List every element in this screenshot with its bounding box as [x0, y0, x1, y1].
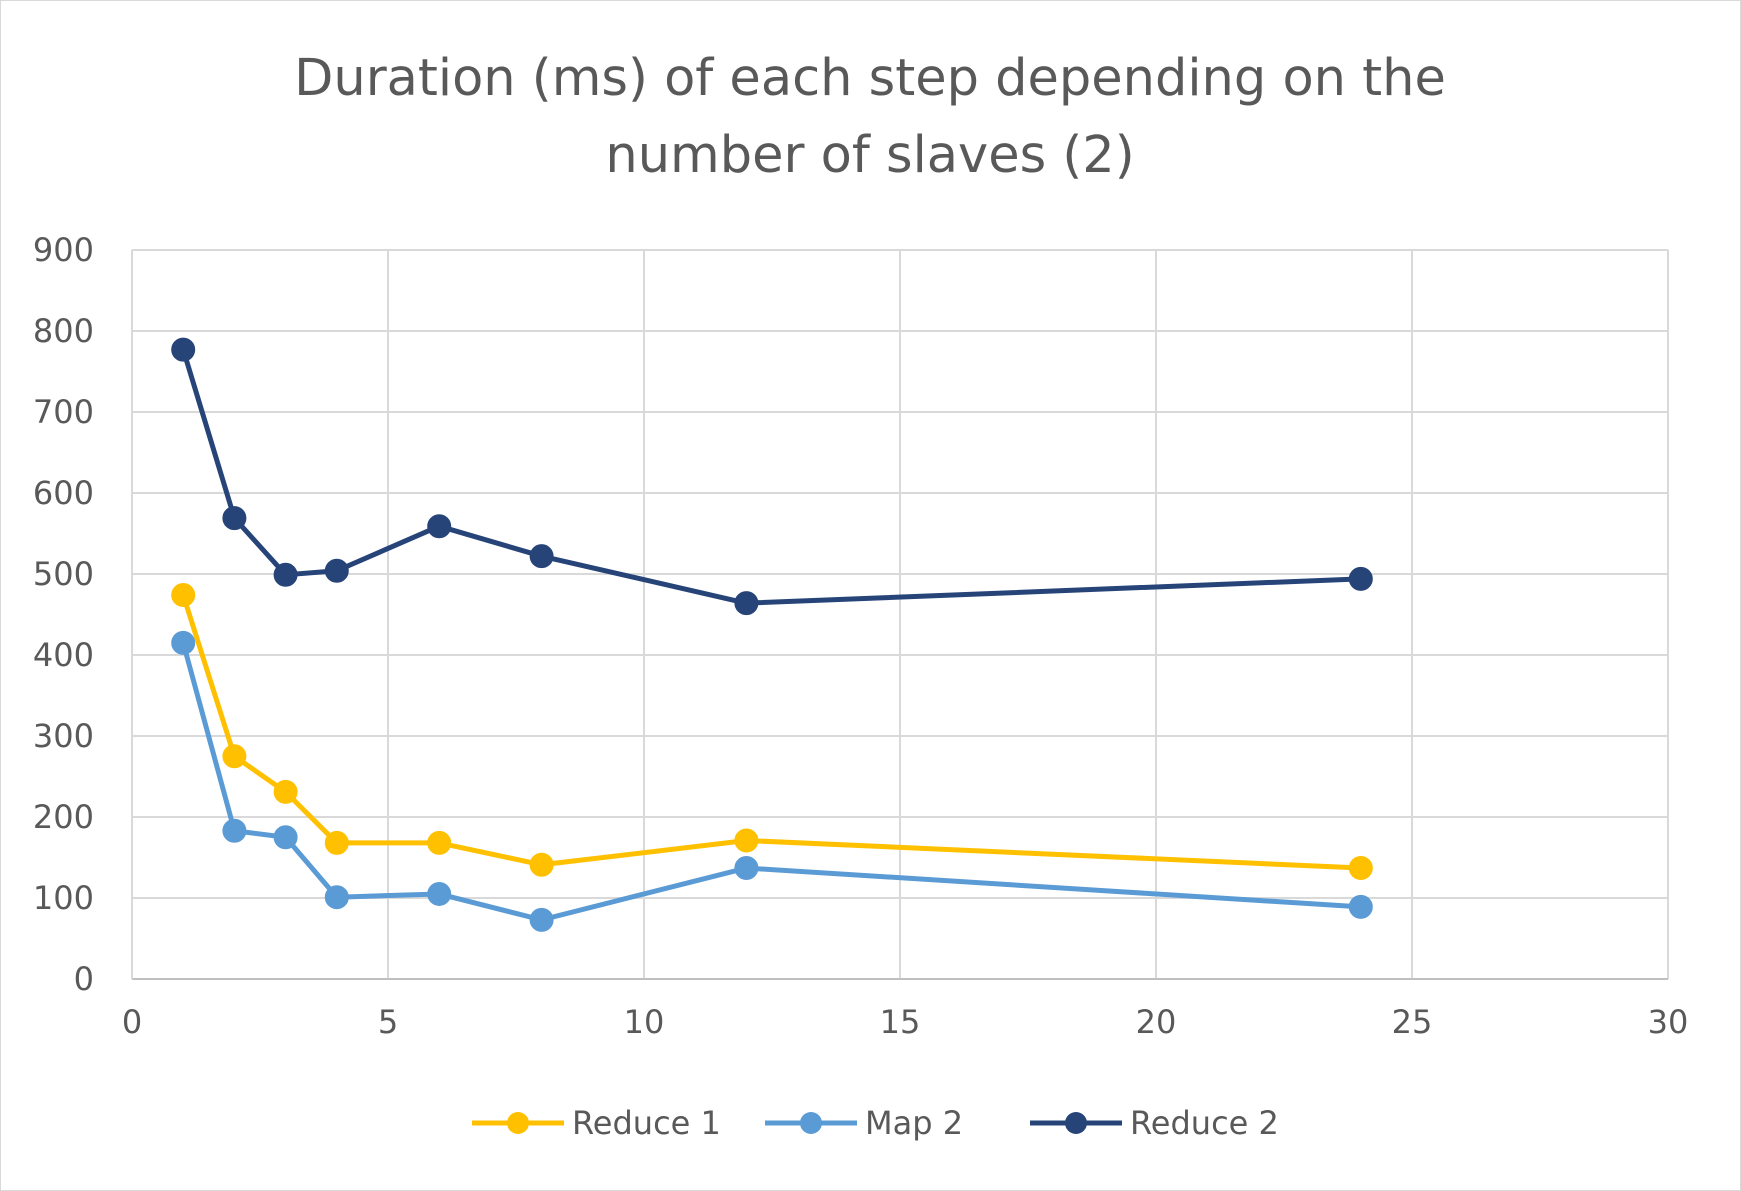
data-point — [171, 583, 196, 608]
y-tick-label: 900 — [33, 231, 94, 269]
y-tick-label: 0 — [74, 960, 94, 998]
legend-label: Reduce 2 — [1130, 1104, 1279, 1142]
data-point — [734, 591, 759, 616]
series-reduce-2 — [171, 337, 1373, 616]
y-tick-label: 300 — [33, 717, 94, 755]
data-point — [171, 337, 196, 362]
data-point — [529, 907, 554, 932]
y-tick-label: 500 — [33, 555, 94, 593]
data-point — [222, 506, 247, 531]
legend-item: Reduce 2 — [1030, 1104, 1279, 1142]
x-tick-label: 5 — [378, 1003, 398, 1041]
y-tick-label: 400 — [33, 636, 94, 674]
legend-swatch-marker — [507, 1112, 529, 1134]
data-point — [529, 852, 554, 877]
data-point — [324, 558, 349, 583]
data-point — [222, 744, 247, 769]
chart-title: Duration (ms) of each step depending on … — [294, 49, 1446, 185]
x-tick-label: 30 — [1648, 1003, 1689, 1041]
chart-title-line-2: number of slaves (2) — [605, 126, 1134, 185]
legend-swatch-marker — [800, 1112, 822, 1134]
y-tick-label: 800 — [33, 312, 94, 350]
y-tick-label: 700 — [33, 393, 94, 431]
x-tick-label: 10 — [624, 1003, 665, 1041]
legend-item: Reduce 1 — [472, 1104, 721, 1142]
x-tick-label: 20 — [1136, 1003, 1177, 1041]
series-line — [180, 348, 1361, 606]
data-point — [734, 856, 759, 881]
axes — [131, 250, 1668, 980]
data-point — [427, 830, 452, 855]
chart-title-line-1: Duration (ms) of each step depending on … — [294, 49, 1446, 108]
data-point — [427, 514, 452, 539]
data-point — [1348, 856, 1373, 881]
legend-label: Map 2 — [865, 1104, 963, 1142]
y-tick-label: 100 — [33, 879, 94, 917]
data-point — [427, 881, 452, 906]
series-reduce-1 — [171, 583, 1373, 881]
x-tick-label: 25 — [1392, 1003, 1433, 1041]
data-point — [273, 779, 298, 804]
data-point — [324, 885, 349, 910]
data-point — [529, 544, 554, 569]
y-axis-ticks: 0 100 200 300 400 500 600 700 800 900 — [33, 231, 94, 998]
y-tick-label: 200 — [33, 798, 94, 836]
legend: Reduce 1 Map 2 Reduce 2 — [472, 1104, 1279, 1142]
series-line — [180, 594, 1361, 871]
series-group — [171, 337, 1373, 932]
legend-item: Map 2 — [765, 1104, 963, 1142]
gridlines — [132, 249, 1669, 979]
legend-label: Reduce 1 — [572, 1104, 721, 1142]
data-point — [273, 562, 298, 587]
x-tick-label: 15 — [880, 1003, 921, 1041]
data-point — [734, 828, 759, 853]
y-tick-label: 600 — [33, 474, 94, 512]
legend-swatch-marker — [1065, 1112, 1087, 1134]
series-line — [180, 642, 1361, 923]
data-point — [273, 825, 298, 850]
x-tick-label: 0 — [122, 1003, 142, 1041]
series-map-2 — [171, 630, 1373, 932]
x-axis-ticks: 0 5 10 15 20 25 30 — [122, 1003, 1689, 1041]
data-point — [1348, 894, 1373, 919]
data-point — [222, 818, 247, 843]
data-point — [324, 830, 349, 855]
data-point — [1348, 566, 1373, 591]
data-point — [171, 630, 196, 655]
